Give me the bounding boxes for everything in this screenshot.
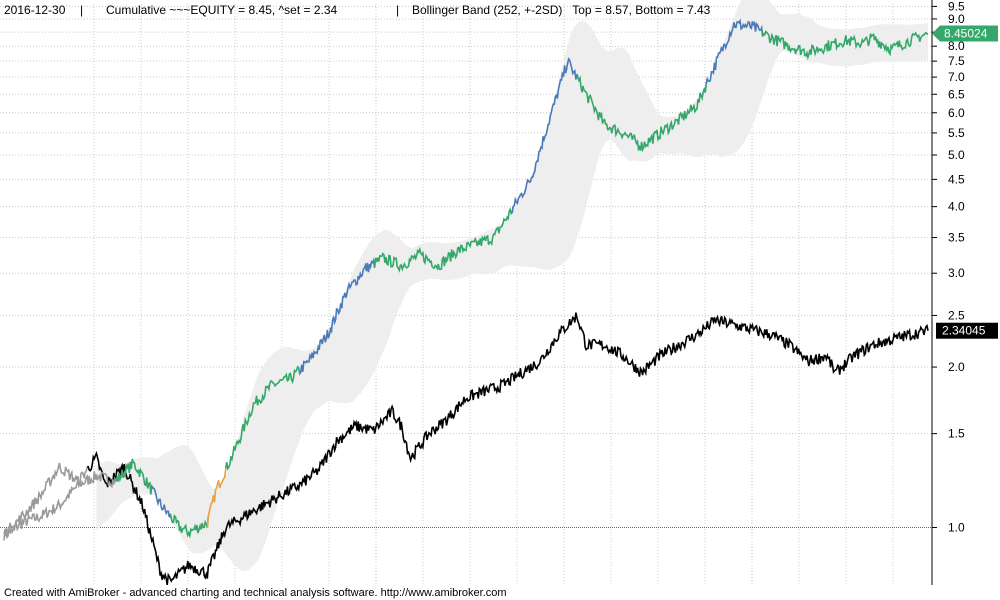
equity-line-segment [760, 27, 929, 61]
y-axis-ticks: 1.0 1.5 2.0 2.5 3.0 3.5 4.0 4.5 5.0 5.5 6.0 6.5 7.0 7… [932, 0, 965, 534]
set-last-value: 2.34045 [942, 324, 986, 338]
y-tick-label: 4.5 [948, 172, 965, 186]
y-tick-label: 8.0 [948, 39, 965, 53]
equity-line-segment [206, 461, 228, 528]
header-date: 2016-12-30 [4, 3, 66, 17]
y-tick-label: 5.5 [948, 126, 965, 140]
y-tick-label: 2.0 [948, 360, 965, 374]
header-cumulative: Cumulative ~~~EQUITY = 8.45, ^set = 2.34 [106, 3, 338, 17]
set-line [87, 312, 929, 586]
equity-line-segment [3, 471, 117, 541]
equity-line-segment [299, 257, 376, 375]
equity-last-value: 8.45024 [944, 27, 988, 41]
equity-line-segment [705, 18, 764, 85]
equity-tag-background [932, 25, 998, 42]
series-lines [3, 18, 929, 586]
y-tick-label: 7.0 [948, 70, 965, 84]
y-tick-label: 3.0 [948, 266, 965, 280]
footer-credit: Created with AmiBroker - advanced charti… [4, 587, 507, 599]
set-line-early [3, 462, 88, 540]
y-tick-label: 1.5 [948, 427, 965, 441]
y-tick-label: 9.0 [948, 12, 965, 26]
svg-text:|: | [80, 3, 83, 17]
y-tick-label: 5.0 [948, 148, 965, 162]
y-tick-label: 6.5 [948, 87, 965, 101]
y-tick-label: 3.5 [948, 231, 965, 245]
equity-line-segment [225, 365, 302, 471]
horizontal-gridlines [0, 5, 932, 528]
svg-text:|: | [396, 3, 399, 17]
y-tick-label: 6.0 [948, 106, 965, 120]
bollinger-band [96, 0, 928, 571]
y-tick-label: 7.5 [948, 54, 965, 68]
equity-line-segment [114, 458, 154, 495]
set-value-tag: 2.34045 [936, 322, 998, 339]
y-tick-label: 9.5 [948, 0, 965, 13]
equity-line-segment [576, 73, 709, 153]
set-tag-background [936, 322, 998, 339]
equity-line-segment [511, 57, 579, 213]
y-tick-label: 4.0 [948, 200, 965, 214]
y-tick-label: 2.5 [948, 308, 965, 322]
equity-line-segment [169, 513, 210, 539]
equity-value-tag: 8.45024 [932, 25, 998, 42]
y-tick-label: 1.0 [948, 520, 965, 534]
equity-line-segment [372, 206, 514, 273]
header-bollinger: Bollinger Band (252, +-2SD) Top = 8.57, … [412, 3, 711, 17]
equity-line-segment [151, 485, 173, 519]
